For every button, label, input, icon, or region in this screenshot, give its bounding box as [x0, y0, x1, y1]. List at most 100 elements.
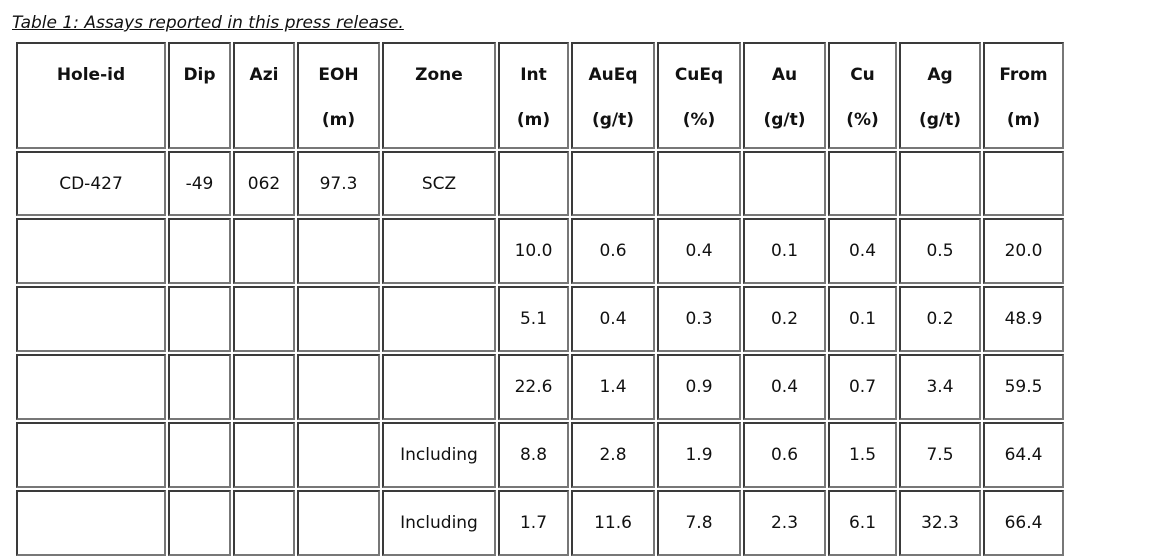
- cell-text: 10.0: [514, 241, 553, 261]
- cell-text: 48.9: [1004, 309, 1043, 329]
- table-cell: 64.4: [983, 422, 1064, 488]
- table-cell: 6.1: [828, 490, 897, 556]
- header-cell: Hole-id: [16, 42, 166, 149]
- header-text: CuEq: [674, 65, 724, 85]
- cell-text: 7.5: [926, 445, 954, 465]
- table-cell: 0.2: [743, 286, 826, 352]
- table-cell: -49: [168, 151, 231, 216]
- cell-text: 11.6: [594, 513, 632, 533]
- header-text: Ag: [927, 65, 953, 85]
- cell-text: 0.2: [770, 309, 799, 329]
- cell-text: Including: [400, 445, 478, 465]
- table-cell: [382, 286, 496, 352]
- table-cell: CD-427: [16, 151, 166, 216]
- cell-text: 20.0: [1004, 241, 1043, 261]
- cell-text: 0.4: [599, 309, 627, 329]
- cell-text: 0.4: [685, 241, 713, 261]
- header-text: Zone: [415, 65, 463, 85]
- table-cell: 1.5: [828, 422, 897, 488]
- cell-text: 22.6: [514, 377, 553, 397]
- header-text: (g/t): [918, 110, 962, 130]
- header-cell: Ag (g/t): [899, 42, 981, 149]
- header-text: Hole-id: [56, 65, 126, 85]
- header-text: Au: [771, 65, 798, 85]
- cell-text: -49: [185, 173, 214, 194]
- cell-text: 0.7: [848, 377, 877, 397]
- cell-text: 8.8: [519, 445, 548, 465]
- table-cell: [233, 354, 295, 420]
- table-cell: [571, 151, 655, 216]
- table-cell: [168, 354, 231, 420]
- table-cell: 0.4: [743, 354, 826, 420]
- header-text: (g/t): [763, 110, 806, 130]
- cell-text: 062: [247, 173, 281, 194]
- table-cell: 0.4: [657, 218, 741, 284]
- header-text: (m): [516, 110, 551, 130]
- cell-text: Including: [400, 513, 478, 533]
- table-cell: [16, 286, 166, 352]
- table-cell: [233, 286, 295, 352]
- header-text: Azi: [249, 65, 279, 85]
- cell-text: 3.4: [926, 377, 954, 397]
- table-cell: [743, 151, 826, 216]
- cell-text: 0.4: [848, 241, 877, 261]
- header-text: (m): [321, 110, 356, 130]
- table-cell: 0.6: [743, 422, 826, 488]
- table-cell: [382, 218, 496, 284]
- header-cell: Zone: [382, 42, 496, 149]
- cell-text: 1.4: [599, 377, 627, 397]
- table-cell: [168, 422, 231, 488]
- table-cell: [233, 490, 295, 556]
- table-cell: [297, 422, 380, 488]
- table-cell: [16, 422, 166, 488]
- table-cell: [899, 151, 981, 216]
- cell-text: CD-427: [59, 173, 123, 194]
- header-text: Cu: [850, 65, 875, 85]
- table-cell: 2.3: [743, 490, 826, 556]
- cell-text: 0.6: [770, 445, 799, 465]
- header-cell: AuEq (g/t): [571, 42, 655, 149]
- header-text: From: [999, 65, 1048, 85]
- table-cell: [297, 286, 380, 352]
- table-cell: [168, 490, 231, 556]
- table-cell: [168, 218, 231, 284]
- table-cell: 0.7: [828, 354, 897, 420]
- table-cell: 32.3: [899, 490, 981, 556]
- header-cell: CuEq (%): [657, 42, 741, 149]
- table-cell: 062: [233, 151, 295, 216]
- table-cell: Including: [382, 422, 496, 488]
- table-cell: 59.5: [983, 354, 1064, 420]
- table-cell: SCZ: [382, 151, 496, 216]
- table-caption: Table 1: Assays reported in this press r…: [12, 13, 404, 33]
- table-cell: 1.4: [571, 354, 655, 420]
- cell-text: 2.3: [770, 513, 799, 533]
- table-cell: 3.4: [899, 354, 981, 420]
- table-cell: [297, 490, 380, 556]
- table-cell: 10.0: [498, 218, 569, 284]
- table-cell: 20.0: [983, 218, 1064, 284]
- cell-text: 64.4: [1004, 445, 1043, 465]
- cell-text: 6.1: [848, 513, 877, 533]
- table-cell: 11.6: [571, 490, 655, 556]
- cell-text: 1.9: [685, 445, 713, 465]
- table-cell: 0.1: [743, 218, 826, 284]
- table-cell: [382, 354, 496, 420]
- table-cell: [168, 286, 231, 352]
- cell-text: 66.4: [1004, 513, 1043, 533]
- table-cell: 97.3: [297, 151, 380, 216]
- cell-text: 59.5: [1004, 377, 1043, 397]
- table-cell: 0.3: [657, 286, 741, 352]
- table-cell: 8.8: [498, 422, 569, 488]
- table-cell: 7.8: [657, 490, 741, 556]
- cell-text: 2.8: [599, 445, 627, 465]
- header-cell: Cu (%): [828, 42, 897, 149]
- table-cell: [233, 422, 295, 488]
- header-cell: From (m): [983, 42, 1064, 149]
- header-text: AuEq: [588, 65, 638, 85]
- table-cell: [297, 218, 380, 284]
- cell-text: 5.1: [519, 309, 548, 329]
- table-cell: 0.2: [899, 286, 981, 352]
- cell-text: 7.8: [685, 513, 713, 533]
- table-cell: 1.9: [657, 422, 741, 488]
